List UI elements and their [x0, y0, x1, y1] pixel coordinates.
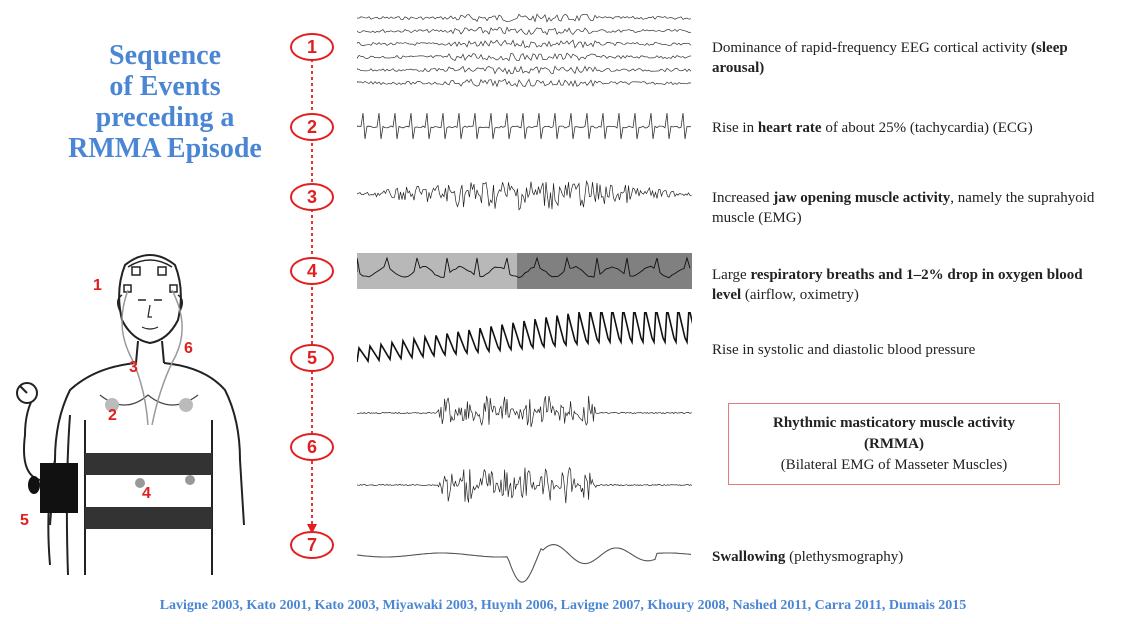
references: Lavigne 2003, Kato 2001, Kato 2003, Miya… — [159, 598, 967, 613]
step-2-marker: 2 — [289, 112, 335, 142]
figure-label-4: 4 — [142, 485, 151, 502]
rmma-box-title: Rhythmic masticatory muscle activity (RM… — [772, 415, 1016, 452]
electrode-head-2 — [157, 266, 167, 276]
timeline-arrow — [307, 35, 317, 534]
figure-label-3: 3 — [129, 359, 138, 376]
body-figure-illustration: 1 2 3 4 5 6 — [16, 254, 245, 576]
title-line-2: of Events — [109, 71, 221, 102]
step-2-number: 2 — [306, 117, 317, 137]
emg-jaw-trace — [357, 179, 692, 211]
step-7-number: 7 — [306, 535, 317, 555]
figure-label-6: 6 — [184, 340, 193, 357]
rmma-box: Rhythmic masticatory muscle activity (RM… — [728, 403, 1060, 485]
step-5-marker: 5 — [289, 343, 335, 373]
rmma-box-subtitle: (Bilateral EMG of Masseter Muscles) — [780, 457, 1008, 473]
step-6-number: 6 — [306, 437, 317, 457]
step-3-marker: 3 — [289, 182, 335, 212]
step-4-description: Large respiratory breaths and 1–2% drop … — [712, 267, 1083, 303]
step-5-number: 5 — [306, 348, 317, 368]
title-line-4: RMMA Episode — [68, 133, 262, 164]
step-4-number: 4 — [306, 261, 317, 281]
title-line-3: preceding a — [95, 102, 235, 133]
step-4-marker: 4 — [289, 256, 335, 286]
step-1-description: Dominance of rapid-frequency EEG cortica… — [712, 40, 1068, 76]
eeg-trace — [357, 13, 692, 88]
figure-label-5: 5 — [20, 512, 29, 529]
figure-label-1: 1 — [93, 277, 102, 294]
abdomen-belt — [85, 507, 212, 529]
swallowing-trace — [357, 544, 692, 583]
step-7-marker: 7 — [289, 530, 335, 560]
step-1-marker: 1 — [289, 32, 335, 62]
ecg-trace — [357, 112, 692, 140]
chest-belt — [85, 453, 212, 475]
step-6-marker: 6 — [289, 432, 335, 462]
step-5-description: Rise in systolic and diastolic blood pre… — [712, 342, 976, 358]
page-title: Sequence of Events preceding a RMMA Epis… — [40, 40, 290, 164]
electrode-head-1 — [131, 266, 141, 276]
title-line-1: Sequence — [109, 40, 221, 71]
figure-label-2: 2 — [108, 407, 117, 424]
masseter-emg-trace — [357, 395, 692, 504]
electrode-head-4 — [169, 284, 178, 293]
step-3-description: Increased jaw opening muscle activity, n… — [712, 190, 1095, 226]
step-1-number: 1 — [306, 37, 317, 57]
step-7-description: Swallowing (plethysmography) — [712, 549, 904, 565]
airflow-oximetry-trace — [357, 253, 692, 289]
blood-pressure-cuff — [40, 463, 78, 513]
blood-pressure-trace — [357, 312, 692, 364]
step-3-number: 3 — [306, 187, 317, 207]
step-2-description: Rise in heart rate of about 25% (tachyca… — [712, 120, 1033, 136]
